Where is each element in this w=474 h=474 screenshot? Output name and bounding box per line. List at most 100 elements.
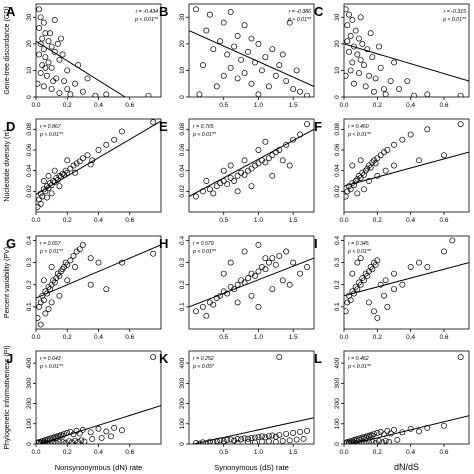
y-tick-label: 0	[26, 442, 33, 446]
data-point	[40, 438, 47, 444]
data-point	[346, 11, 352, 18]
data-point	[381, 292, 387, 299]
data-point	[70, 162, 77, 169]
data-point	[51, 16, 58, 23]
data-point	[366, 162, 372, 169]
data-point	[349, 438, 356, 444]
data-point	[103, 286, 110, 293]
data-point	[404, 78, 411, 85]
data-point	[374, 257, 381, 264]
data-point	[37, 40, 44, 47]
data-point	[51, 48, 58, 55]
x-tick-label: 1.5	[289, 449, 298, 456]
fit-line	[37, 405, 161, 444]
y-tick-label: 0.04	[179, 164, 186, 177]
data-point	[192, 440, 199, 444]
y-tick-label: 300	[179, 378, 186, 389]
y-tick-label: 10	[334, 66, 341, 74]
data-point	[374, 314, 381, 321]
data-point	[391, 426, 397, 433]
data-point	[252, 439, 258, 444]
data-point	[199, 62, 206, 69]
data-point	[361, 277, 367, 284]
data-point	[234, 75, 241, 82]
data-point	[272, 439, 279, 444]
data-point	[65, 438, 72, 444]
x-tick-label: 0.2	[63, 217, 72, 224]
data-point	[367, 30, 374, 37]
data-point	[279, 438, 286, 444]
data-point	[217, 292, 224, 299]
data-point	[411, 92, 417, 97]
data-point	[79, 426, 86, 433]
data-point	[220, 167, 227, 174]
y-axis-label: Phylogenetic informativeness (PI)	[4, 345, 11, 449]
x-tick-label: 1.5	[289, 334, 298, 341]
data-point	[279, 157, 286, 164]
stat-label: r = -0.386	[289, 9, 311, 15]
data-point	[248, 183, 255, 190]
stat-label: r = 0.462	[348, 356, 369, 362]
y-axis-label: Percent variability (PV)	[4, 247, 11, 318]
data-point	[51, 179, 58, 185]
stat-label: p < 0.01**	[347, 132, 372, 138]
fit-line	[189, 30, 314, 87]
y-tick-label: 10	[26, 66, 33, 74]
x-tick-label: 0.2	[373, 334, 382, 341]
data-point	[362, 83, 369, 90]
data-point	[68, 439, 75, 444]
data-point	[227, 174, 234, 181]
data-point	[276, 147, 283, 153]
data-point	[203, 312, 210, 319]
data-point	[265, 83, 272, 90]
data-point	[59, 438, 66, 444]
data-point	[210, 439, 217, 444]
data-point	[255, 303, 262, 310]
data-point	[241, 171, 248, 178]
data-point	[72, 437, 79, 444]
data-point	[217, 437, 224, 444]
data-point	[76, 430, 83, 437]
x-tick-label: 0.0	[339, 217, 348, 224]
data-point	[53, 75, 60, 82]
data-point	[103, 91, 110, 97]
data-point	[203, 178, 210, 184]
data-point	[36, 203, 41, 210]
data-point	[262, 255, 269, 262]
data-point	[196, 440, 203, 444]
data-point	[39, 35, 46, 42]
data-point	[457, 354, 464, 361]
data-point	[56, 172, 63, 179]
data-point	[399, 281, 406, 288]
panel-letter: F	[314, 119, 322, 134]
data-point	[56, 56, 63, 63]
data-point	[352, 178, 359, 184]
y-tick-label: 100	[26, 418, 33, 429]
data-point	[407, 131, 414, 138]
data-point	[118, 128, 125, 135]
data-point	[47, 30, 54, 37]
data-point	[304, 264, 311, 270]
data-point	[262, 266, 269, 273]
data-point	[349, 180, 356, 187]
data-point	[279, 51, 286, 58]
data-point	[283, 141, 290, 148]
x-tick-label: 0.4	[94, 217, 103, 224]
data-point	[416, 428, 422, 435]
x-tick-label: 0.4	[94, 102, 103, 109]
data-point	[374, 155, 381, 162]
data-point	[87, 429, 94, 436]
data-point	[357, 56, 364, 63]
data-point	[79, 155, 86, 162]
plot-frame	[188, 350, 315, 445]
data-point	[384, 303, 391, 310]
fit-line	[189, 257, 314, 308]
data-point	[150, 250, 157, 257]
data-point	[238, 169, 245, 176]
data-point	[84, 152, 91, 159]
data-point	[248, 434, 255, 441]
data-point	[40, 440, 47, 444]
y-tick-label: 300	[334, 378, 341, 389]
